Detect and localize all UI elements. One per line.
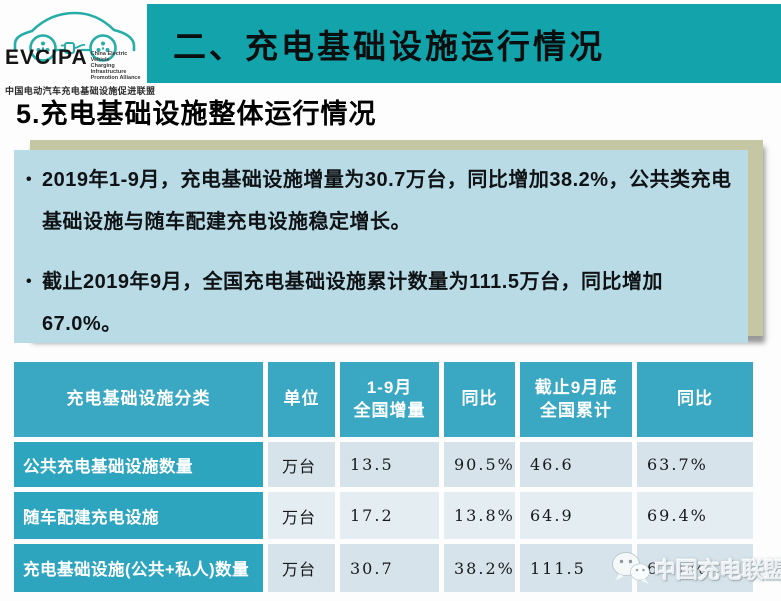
table-cell-yoy-cumulative: 69.4% [637,492,753,539]
table-cell-increment: 30.7 [340,544,439,592]
col-header-increment: 1-9月 全国增量 [340,362,439,437]
table-cell-yoy-increment: 38.2% [444,544,515,592]
summary-bullet-1-text: 2019年1-9月，充电基础设施增量为30.7万台，同比增加38.2%，公共类充… [42,169,732,233]
col-header-text: 截止9月底 [534,377,618,397]
table-cell-unit: 万台 [268,492,335,539]
bullet-icon: • [26,171,32,188]
table-cell-yoy-cumulative: 67.0% [637,544,753,592]
table-cell-yoy-cumulative: 63.7% [637,442,753,487]
col-header-text: 全国增量 [353,400,426,420]
col-header-text: 1-9月 [366,377,413,397]
watermark-text: 中国充电联盟 [654,558,781,583]
logo-chinese-name: 中国电动汽车充电基础设施促进联盟 [5,86,156,96]
ev-car-icon [13,11,136,62]
summary-bullet-1: • 2019年1-9月，充电基础设施增量为30.7万台，同比增加38.2%，公共… [26,159,732,243]
col-header-yoy-increment: 同比 [444,362,515,437]
wechat-watermark: 中国充电联盟 [610,550,781,588]
col-header-text: 充电基础设施分类 [66,389,211,409]
summary-bullet-2-text: 截止2019年9月，全国充电基础设施累计数量为111.5万台，同比增加67.0%… [42,271,663,335]
row-label: 充电基础设施(公共+私人)数量 [14,544,263,592]
table-cell-yoy-increment: 90.5% [444,442,515,487]
bullet-icon: • [26,273,32,290]
col-header-text: 同比 [677,389,713,409]
col-header-text: 同比 [461,389,498,409]
logo-english-name: China Electric Vehicle Charging Infrastr… [90,51,141,81]
row-label: 随车配建充电设施 [14,492,263,539]
col-header-text: 单位 [283,389,320,409]
table-cell-unit: 万台 [268,544,335,592]
summary-bullet-2: • 截止2019年9月，全国充电基础设施累计数量为111.5万台，同比增加67.… [26,261,732,345]
col-header-cumulative: 截止9月底 全国累计 [520,362,632,437]
evcipa-logo: EVCIPA China Electric Vehicle Charging I… [5,4,155,96]
logo-wordmark: EVCIPA China Electric Vehicle Charging I… [5,46,147,81]
wechat-icon [612,552,650,584]
col-header-unit: 单位 [268,362,335,437]
col-header-text: 全国累计 [540,400,612,420]
section-banner: 二、充电基础设施运行情况 [147,4,781,83]
table-cell-cumulative: 46.6 [520,442,632,487]
table-cell-cumulative: 64.9 [520,492,632,539]
summary-box: • 2019年1-9月，充电基础设施增量为30.7万台，同比增加38.2%，公共… [14,150,748,343]
row-label: 公共充电基础设施数量 [14,442,263,487]
col-header-category: 充电基础设施分类 [14,362,263,437]
banner-title: 二、充电基础设施运行情况 [173,27,605,65]
logo-acronym: EVCIPA [5,46,88,69]
col-header-yoy-cumulative: 同比 [637,362,753,437]
table-cell-unit: 万台 [268,442,335,487]
table-cell-increment: 13.5 [340,442,439,487]
page-subtitle: 5.充电基础设施整体运行情况 [16,99,377,129]
table-cell-yoy-increment: 13.8% [444,492,515,539]
table-cell-increment: 17.2 [340,492,439,539]
